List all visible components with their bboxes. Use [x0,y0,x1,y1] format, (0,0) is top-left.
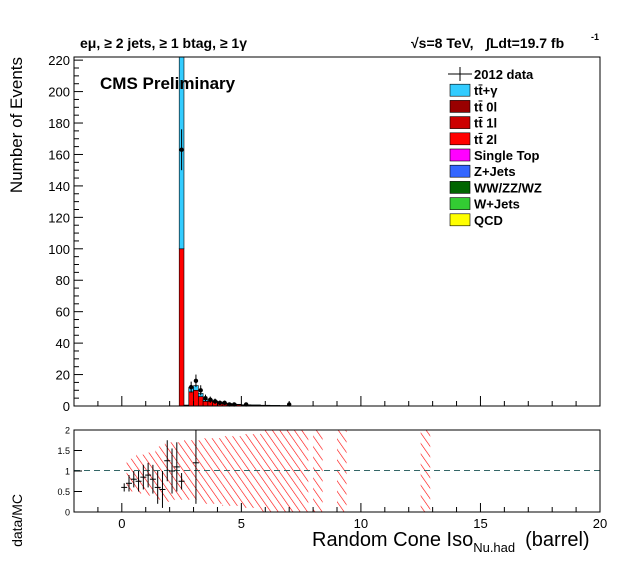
main-y-tick-label-6: 120 [48,210,70,225]
ratio-x-ticks: 0 5 10 15 20 [73,503,607,531]
x-tick-label-1: 5 [238,516,245,531]
main-y-tick-label-3: 60 [56,305,70,320]
ratio-y-tick-label-4: 2 [65,426,70,436]
data-point-6 [212,399,218,404]
ratio-points [121,430,199,508]
stacked-bars [178,56,290,407]
main-y-tick-label-8: 160 [48,147,70,162]
legend-swatch-zjets [449,164,471,178]
main-y-tick-label-2: 40 [56,336,70,351]
x-tick-label-4: 20 [593,516,607,531]
ratio-y-ticks: 0 0.5 1 1.5 2 [57,426,82,518]
legend-swatch-tt1l [449,116,471,129]
ratio-y-tick-label-3: 1.5 [57,446,70,456]
legend-swatch-ttgamma [449,83,471,97]
legend-label-vv: WW/ZZ/WZ [474,180,542,195]
data-point-0 [179,147,184,152]
uncertainty-band-2 [145,452,156,496]
ratio-y-tick-label-2: 1 [65,467,70,477]
legend-label-wjets: W+Jets [474,197,520,212]
selection-label: eμ, ≥ 2 jets, ≥ 1 btag, ≥ 1γ [80,35,247,51]
data-point-1 [188,384,194,390]
bar-ttgamma-14 [250,404,261,406]
ratio-y-axis-label: data/MC [9,494,25,547]
luminosity-exponent: -1 [591,32,599,42]
legend-label-singletop: Single Top [474,148,540,163]
x-tick-label-3: 15 [473,516,487,531]
bar-tt2l-0 [178,248,185,407]
legend-swatch-wjets [449,197,471,210]
main-x-ticks [73,396,601,406]
luminosity-label: ∫Ldt=19.7 fb [485,35,564,52]
uncertainty-band-6 [183,440,204,500]
data-point-8 [222,400,227,406]
legend-swatch-tt0l [449,100,471,113]
main-y-tick-label-7: 140 [48,179,70,194]
main-y-axis-label: Number of Events [7,57,26,193]
bar-tt2l-3 [193,389,199,407]
data-point-3 [198,388,203,393]
x-axis-label-suffix: (barrel) [525,529,589,551]
x-tick-label-0: 0 [118,516,125,531]
uncertainty-band-14 [337,430,347,512]
legend-label-tt2l: tt̄ 2l [474,132,497,147]
legend-swatch-qcd [449,213,471,227]
ratio-plot-panel: 0 0.5 1 1.5 2 0 5 10 15 20 data/MC Random Cone I… [9,426,607,556]
legend-label-tt1l: tt̄ 1l [474,116,497,131]
main-y-tick-label-10: 200 [48,85,70,100]
main-y-tick-label-4: 80 [56,273,70,288]
legend-label-qcd: QCD [474,213,503,228]
uncertainty-band-9 [241,434,261,508]
legend-swatch-singletop [449,148,471,162]
legend-swatch-vv [449,181,471,194]
ratio-y-tick-label-1: 0.5 [57,487,70,497]
uncertainty-band-10 [260,430,280,512]
uncertainty-band-1 [136,454,146,494]
bar-ttgamma-12 [236,403,242,406]
x-axis-label-subscript: Nu.had [473,540,515,555]
legend-label-zjets: Z+Jets [474,164,516,179]
legend-label-data: 2012 data [474,67,534,82]
main-y-tick-label-11: 220 [48,53,70,68]
bar-ttgamma-1 [183,404,190,406]
energy-label: √s=8 TeV, [411,35,474,51]
uncertainty-band-8 [222,436,242,506]
legend-swatch-tt2l [449,132,471,146]
x-axis-label: Random Cone IsoNu.had (barrel) [312,529,590,555]
bar-tt2l-5 [202,400,209,407]
data-point-5 [208,397,213,402]
data-point-7 [217,400,223,406]
data-point-4 [203,395,208,401]
uncertainty-band-12 [298,430,309,512]
uncertainty-band-4 [164,442,175,502]
ratio-y-tick-label-0: 0 [65,508,70,518]
uncertainty-band-3 [155,446,165,500]
main-plot-frame [73,56,601,407]
main-plot-panel: 0 20 40 60 80 100 120 140 160 180 200 220 CMS Preli… [7,53,601,414]
bar-tt2l-4 [198,396,204,407]
main-y-tick-label-1: 20 [56,368,70,383]
bar-tt2l-2 [188,391,194,407]
data-point-2 [193,378,199,384]
main-y-tick-label-0: 0 [63,399,70,414]
cms-preliminary-label: CMS Preliminary [100,74,236,93]
main-y-tick-label-9: 180 [48,116,70,131]
uncertainty-band-0 [126,458,137,492]
x-axis-label-main: Random Cone Iso [312,529,473,551]
main-y-ticks: 0 20 40 60 80 100 120 140 160 180 200 220 [48,53,83,414]
data-points [179,129,292,407]
x-tick-label-2: 10 [354,516,368,531]
uncertainty-band-7 [203,438,223,504]
main-y-tick-label-5: 100 [48,242,70,257]
legend-label-ttgamma: tt̄+γ [474,83,498,98]
legend-label-tt0l: tt̄ 0l [474,99,497,114]
